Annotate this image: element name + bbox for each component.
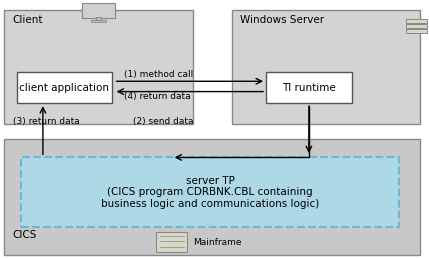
Text: (2) send data: (2) send data <box>133 117 193 126</box>
FancyBboxPatch shape <box>82 3 115 18</box>
Text: Client: Client <box>13 15 43 26</box>
FancyBboxPatch shape <box>156 232 187 252</box>
FancyBboxPatch shape <box>406 24 426 28</box>
Text: Windows Server: Windows Server <box>240 15 324 26</box>
FancyBboxPatch shape <box>232 10 420 124</box>
FancyBboxPatch shape <box>406 19 426 23</box>
FancyBboxPatch shape <box>17 72 112 103</box>
FancyBboxPatch shape <box>91 20 106 22</box>
FancyBboxPatch shape <box>4 10 193 124</box>
Text: (4) return data: (4) return data <box>124 92 191 101</box>
Text: TI runtime: TI runtime <box>282 83 336 93</box>
FancyBboxPatch shape <box>21 157 399 227</box>
Text: client application: client application <box>19 83 109 93</box>
Text: Mainframe: Mainframe <box>193 238 242 247</box>
Text: (3) return data: (3) return data <box>13 117 80 126</box>
Text: (1) method call: (1) method call <box>124 70 193 79</box>
Text: server TP
(CICS program CDRBNK.CBL containing
business logic and communications : server TP (CICS program CDRBNK.CBL conta… <box>101 176 319 209</box>
FancyBboxPatch shape <box>266 72 352 103</box>
FancyBboxPatch shape <box>406 29 426 33</box>
Text: CICS: CICS <box>13 230 37 240</box>
FancyBboxPatch shape <box>97 17 101 20</box>
FancyBboxPatch shape <box>4 139 420 255</box>
